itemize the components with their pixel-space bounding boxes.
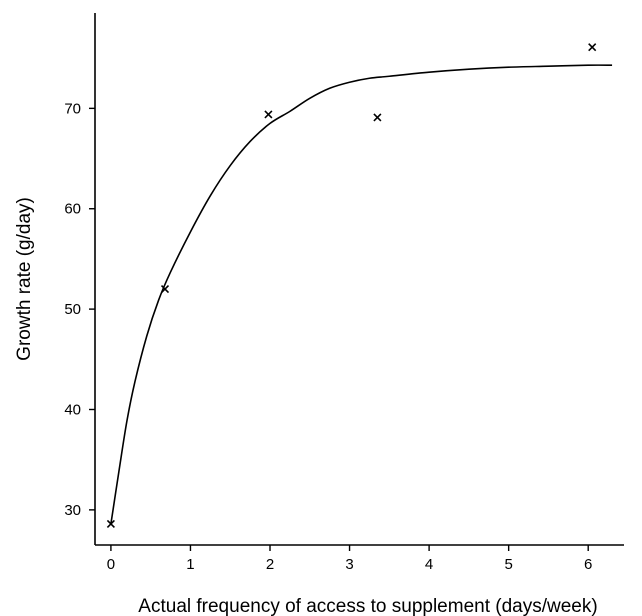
x-tick-label-1: 1	[186, 556, 194, 573]
data-point-5	[588, 43, 597, 52]
y-axis-title: Growth rate (g/day)	[14, 197, 35, 361]
data-point-stroke	[264, 110, 273, 119]
data-point-stroke	[160, 284, 170, 294]
data-point-stroke	[588, 43, 597, 52]
x-tick-label-2: 2	[266, 556, 274, 573]
y-tick-label-70: 70	[64, 100, 81, 117]
data-points-group	[106, 43, 597, 528]
y-tick-label-60: 60	[64, 201, 81, 218]
x-tick-label-6: 6	[584, 556, 592, 573]
x-tick-label-5: 5	[504, 556, 512, 573]
data-point-3	[264, 110, 273, 119]
y-tick-label-40: 40	[64, 401, 81, 418]
y-tick-label-30: 30	[64, 502, 81, 519]
data-point-stroke	[106, 519, 115, 528]
fitted-curve-group	[110, 64, 613, 525]
data-point-stroke	[373, 113, 382, 122]
ticks: 0 1 2 3 4 5 6 30 40 50 60 70	[64, 100, 592, 573]
x-tick-label-0: 0	[107, 556, 115, 573]
y-tick-label-50: 50	[64, 301, 81, 318]
axes	[94, 13, 624, 546]
data-point-1	[106, 519, 115, 528]
data-point-4	[373, 113, 382, 122]
fitted-curve-line	[110, 64, 613, 525]
x-tick-label-3: 3	[345, 556, 353, 573]
data-point-2	[160, 284, 170, 294]
x-tick-label-4: 4	[425, 556, 433, 573]
x-axis-title: Actual frequency of access to supplement…	[138, 596, 597, 616]
